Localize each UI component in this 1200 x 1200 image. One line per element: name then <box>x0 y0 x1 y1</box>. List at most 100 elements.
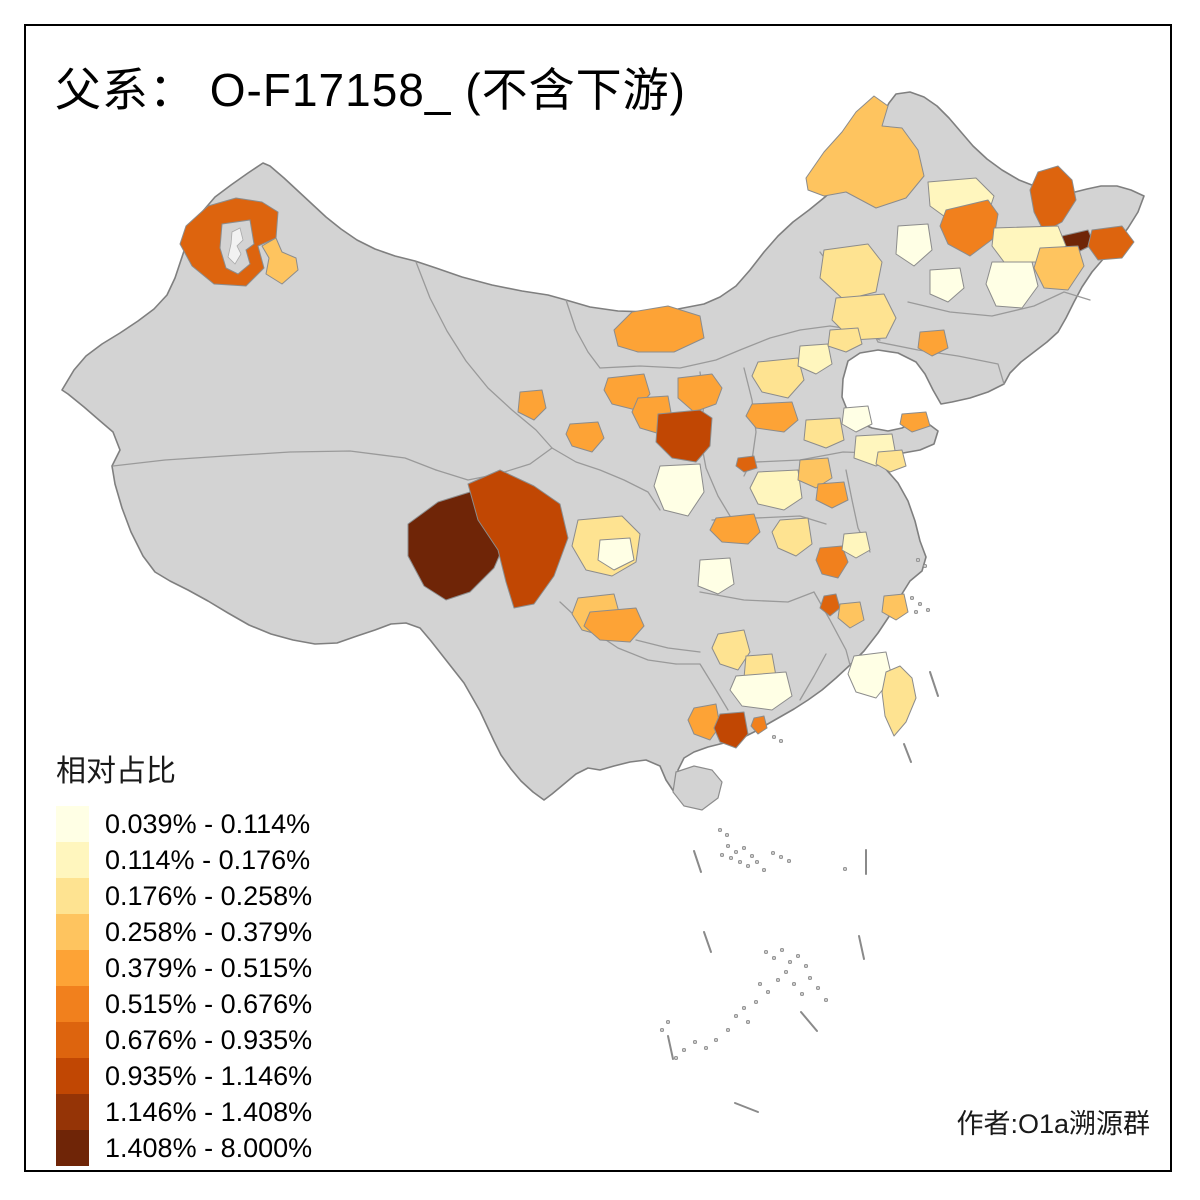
legend-label: 1.146% - 1.408% <box>105 1097 313 1127</box>
attribution-text: 作者:O1a溯源群 <box>956 1109 1150 1139</box>
legend-item: 0.039% - 0.114% <box>56 806 312 842</box>
legend-item: 1.408% - 8.000% <box>56 1130 312 1166</box>
island-dot <box>787 959 793 965</box>
map-legend: 相对占比 0.039% - 0.114% 0.114% - 0.176% 0.176… <box>56 746 312 1166</box>
map-region-r35 <box>749 469 803 511</box>
map-region-r15 <box>929 267 965 303</box>
island-dot <box>803 963 809 969</box>
island-dot <box>737 859 743 865</box>
island-dot <box>741 845 747 851</box>
lake-enclave <box>219 219 255 275</box>
island-dot <box>745 863 751 869</box>
legend-item: 0.515% - 0.676% <box>56 986 312 1022</box>
legend-swatch <box>56 806 89 842</box>
island-dot <box>765 989 771 995</box>
legend-item: 0.176% - 0.258% <box>56 878 312 914</box>
island-dot <box>754 859 760 865</box>
map-region-r53 <box>750 715 768 735</box>
dash-line-segment <box>858 935 865 960</box>
dash-line-segment <box>903 743 912 763</box>
island-dot <box>778 854 784 860</box>
island-dot <box>917 601 923 607</box>
island-dot <box>795 953 801 959</box>
legend-swatch <box>56 914 89 950</box>
legend-rows: 0.039% - 0.114% 0.114% - 0.176% 0.176% - 0… <box>56 806 312 1166</box>
legend-label: 0.258% - 0.379% <box>105 917 313 947</box>
legend-item: 0.258% - 0.379% <box>56 914 312 950</box>
island-dot <box>915 557 921 563</box>
map-region-r31 <box>803 417 845 449</box>
legend-label: 0.515% - 0.676% <box>105 989 313 1019</box>
island-dot <box>922 563 928 569</box>
map-region-r41 <box>841 531 871 559</box>
island-dot <box>763 949 769 955</box>
island-dot <box>761 867 767 873</box>
map-region-r18 <box>613 305 705 353</box>
legend-swatch <box>56 842 89 878</box>
island-dot <box>733 849 739 855</box>
map-region-r60 <box>881 665 917 737</box>
legend-title: 相对占比 <box>56 755 176 788</box>
legend-label: 1.408% - 8.000% <box>105 1133 313 1163</box>
island-dot <box>745 1019 751 1025</box>
island-dot <box>741 1005 747 1011</box>
legend-item: 0.676% - 0.935% <box>56 1022 312 1058</box>
legend-label: 0.935% - 1.146% <box>105 1061 313 1091</box>
map-region-r52 <box>713 711 749 749</box>
map-region-r29 <box>827 327 863 353</box>
map-region-r05 <box>939 199 999 257</box>
map-region-r14 <box>895 223 933 267</box>
map-region-r26 <box>653 463 705 517</box>
legend-label: 0.176% - 0.258% <box>105 881 313 911</box>
map-region-r44 <box>881 593 909 621</box>
island-dot <box>770 850 776 856</box>
dash-line-segment <box>703 931 712 953</box>
island-dot <box>665 1019 671 1025</box>
legend-item: 1.146% - 1.408% <box>56 1094 312 1130</box>
island-dot <box>783 969 789 975</box>
island-dot <box>659 1027 665 1033</box>
island-dot <box>757 981 763 987</box>
map-region-r47 <box>711 629 751 671</box>
legend-swatch <box>56 1094 89 1130</box>
island-dot <box>713 1037 719 1043</box>
map-region-r50 <box>847 651 893 699</box>
island-dot <box>823 997 829 1003</box>
island-dot <box>728 855 734 861</box>
island-dot <box>717 827 723 833</box>
island-dot <box>778 738 784 744</box>
hainan-island <box>672 765 723 811</box>
island-dot <box>725 1027 731 1033</box>
map-region-r43 <box>837 601 865 629</box>
legend-label: 0.039% - 0.114% <box>105 809 311 839</box>
dash-line-segment <box>693 850 702 873</box>
map-region-r49 <box>729 671 793 711</box>
map-region-r51 <box>687 703 721 741</box>
island-dot <box>786 858 792 864</box>
legend-label: 0.379% - 0.515% <box>105 953 313 983</box>
map-region-r57 <box>597 537 635 571</box>
island-dot <box>807 975 813 981</box>
legend-label: 0.114% - 0.176% <box>105 845 311 875</box>
island-dot <box>703 1045 709 1051</box>
island-dot <box>681 1047 687 1053</box>
map-region-r21 <box>565 421 605 453</box>
dash-line-segment <box>667 1035 674 1060</box>
island-dot <box>779 947 785 953</box>
south-china-sea-islands <box>659 557 931 1061</box>
island-dot <box>909 595 915 601</box>
map-region-r55 <box>467 469 569 609</box>
map-region-r28 <box>797 343 833 375</box>
island-dot <box>815 985 821 991</box>
island-dot <box>775 977 781 983</box>
island-dot <box>724 832 730 838</box>
island-dot <box>925 607 931 613</box>
map-region-r03 <box>805 95 925 209</box>
lake-icon <box>227 227 244 265</box>
dash-line-segment <box>800 1011 818 1032</box>
map-region-r30 <box>745 401 799 433</box>
map-region-r11 <box>985 261 1039 309</box>
island-dot <box>913 609 919 615</box>
page-title: 父系： O-F17158_ (不含下游) <box>55 64 686 116</box>
map-region-r34 <box>875 449 907 473</box>
